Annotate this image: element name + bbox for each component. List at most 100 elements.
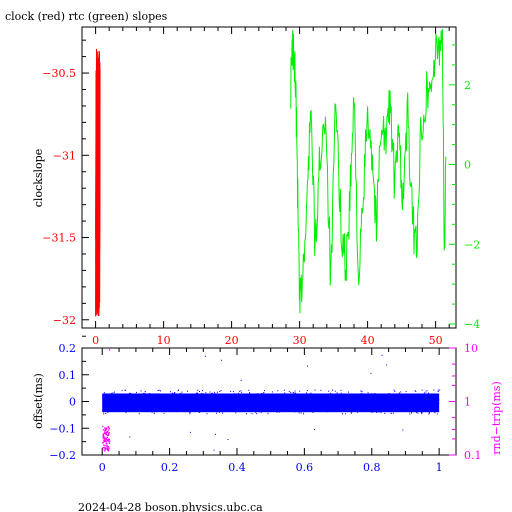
offset-point — [240, 390, 242, 392]
offset-point — [216, 391, 218, 393]
offset-point — [210, 398, 212, 400]
offset-point — [394, 397, 396, 399]
roundtrip-series — [102, 349, 111, 452]
offset-point — [178, 406, 180, 408]
offset-point — [390, 412, 392, 414]
roundtrip-y-axis-label: rnd−trip(ms) — [490, 381, 503, 455]
offset-point — [162, 398, 164, 400]
offset-point — [335, 409, 337, 411]
offset-point — [415, 390, 417, 392]
offset-point — [341, 411, 342, 413]
offset-point — [241, 403, 243, 404]
offset-point — [230, 397, 232, 399]
offset-point — [278, 401, 280, 402]
offset-point — [310, 399, 312, 401]
roundtrip-y-tick-label: 10 — [464, 342, 478, 355]
slope-y-tick-label: −31.5 — [42, 232, 76, 245]
offset-point — [305, 409, 307, 411]
offset-point — [276, 411, 278, 413]
offset-point — [437, 389, 439, 391]
offset-point — [103, 413, 105, 415]
offset-point — [280, 405, 282, 407]
offset-point — [382, 404, 384, 406]
roundtrip-point — [107, 449, 110, 451]
offset-point — [252, 401, 254, 403]
offset-point — [255, 411, 257, 413]
offset-point — [340, 389, 342, 391]
offset-point — [118, 397, 120, 399]
offset-point — [149, 398, 151, 400]
offset-point — [351, 404, 353, 406]
offset-outlier-point — [220, 359, 222, 361]
offset-point — [298, 412, 300, 414]
offset-point — [187, 390, 188, 392]
offset-point — [137, 396, 139, 398]
offset-point — [178, 399, 180, 401]
offset-point — [263, 392, 265, 394]
offset-point — [239, 404, 241, 406]
offset-point — [155, 403, 157, 405]
offset-point — [398, 399, 400, 401]
offset-point — [128, 405, 130, 407]
roundtrip-point — [102, 436, 104, 438]
offset-point — [144, 409, 145, 411]
roundtrip-point — [109, 440, 111, 443]
offset-point — [308, 393, 310, 395]
offset-point — [262, 407, 264, 408]
offset-point — [263, 409, 265, 411]
offset-point — [192, 397, 194, 399]
offset-point — [362, 402, 364, 404]
offset-point — [239, 394, 241, 395]
offset-point — [382, 401, 384, 403]
offset-point — [432, 396, 434, 397]
offset-point — [223, 404, 225, 406]
offset-point — [223, 403, 225, 405]
offset-point — [140, 390, 142, 392]
offset-point — [414, 398, 415, 400]
offset-point — [242, 410, 244, 412]
offset-point — [401, 394, 402, 396]
offset-point — [197, 389, 199, 391]
offset-point — [354, 407, 356, 409]
offset-point — [153, 410, 155, 412]
offset-point — [333, 405, 335, 407]
offset-point — [222, 400, 224, 402]
offset-point — [144, 408, 146, 410]
offset-point — [288, 390, 290, 392]
slope-plot-frame — [81, 26, 457, 329]
offset-point — [300, 400, 302, 402]
roundtrip-point — [106, 434, 109, 437]
offset-point — [409, 403, 411, 404]
offset-point — [377, 401, 378, 403]
offset-point — [157, 398, 159, 399]
offset-point — [137, 406, 139, 408]
offset-point — [199, 395, 201, 397]
offset-point — [390, 406, 391, 408]
offset-point — [341, 393, 343, 395]
offset-point — [134, 409, 136, 411]
offset-point — [198, 393, 199, 395]
offset-point — [342, 413, 344, 415]
offset-point — [377, 397, 379, 399]
offset-point — [388, 407, 390, 408]
offset-point — [206, 404, 207, 406]
offset-point — [367, 392, 369, 394]
offset-point — [259, 411, 261, 413]
offset-point — [140, 400, 142, 402]
offset-point — [239, 407, 241, 408]
offset-point — [424, 408, 426, 409]
offset-point — [197, 408, 199, 410]
offset-point — [204, 396, 206, 398]
offset-point — [170, 391, 172, 393]
roundtrip-point — [105, 437, 107, 439]
offset-point — [140, 399, 142, 401]
offset-point — [264, 390, 265, 392]
offset-point — [149, 393, 151, 394]
offset-point — [417, 393, 419, 395]
offset-point — [256, 405, 258, 407]
offset-point — [236, 395, 238, 396]
offset-point — [243, 410, 245, 412]
rtc-y-tick-label: −2 — [464, 238, 480, 251]
offset-point — [357, 409, 359, 411]
offset-point — [186, 404, 188, 406]
